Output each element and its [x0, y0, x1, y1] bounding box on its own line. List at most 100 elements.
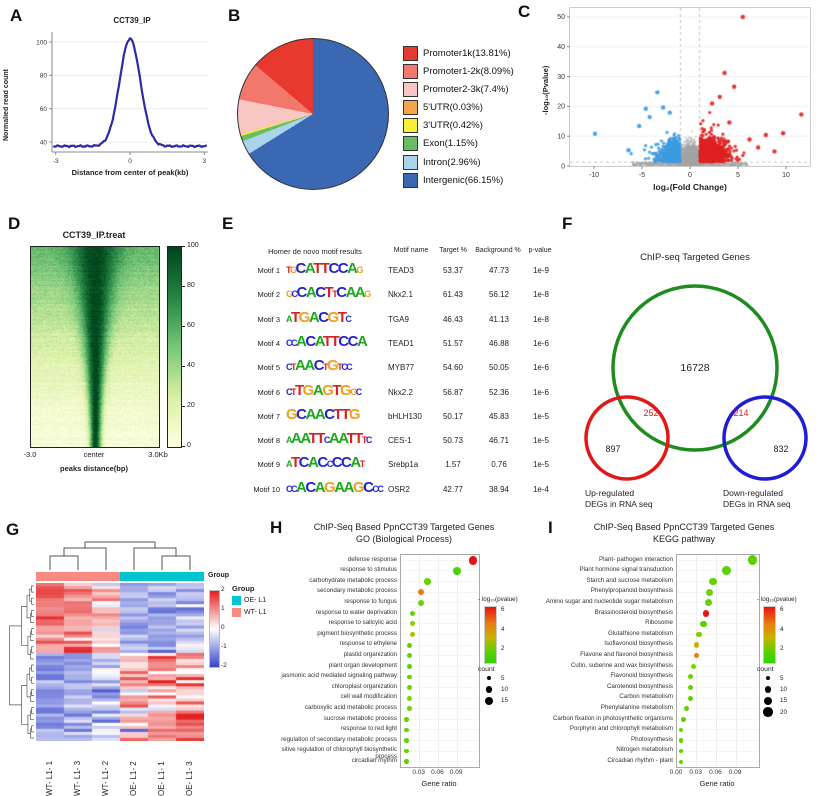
gridline-horizontal: [401, 740, 479, 741]
panel-d-x-tick: 3.0Kb: [148, 450, 168, 459]
motif-background-pct: 45.83: [488, 411, 510, 421]
dotplot-point: [404, 759, 409, 764]
motif-logo-letter: T: [337, 362, 343, 373]
motif-logo-letter: G: [324, 478, 336, 496]
panel-c-x-axis-label: log₂(Fold Change): [653, 182, 727, 192]
motif-name: MYB77: [388, 363, 415, 373]
down-regulated-circle: [722, 395, 808, 481]
motif-table-col-target: Target %: [439, 247, 467, 254]
dotplot-x-tick: 0.00: [669, 769, 683, 776]
count-legend-dot: [763, 707, 773, 718]
dotplot-category-label: chloroplast organization: [331, 682, 397, 690]
svg-text:80: 80: [40, 73, 48, 80]
motif-logo-letter: A: [286, 459, 293, 470]
dotplot-category-label: Plant hormone signal transduction: [579, 566, 673, 574]
motif-background-pct: 46.88: [488, 338, 510, 348]
motif-logo-letter: C: [326, 459, 334, 470]
svg-text:30: 30: [557, 74, 565, 81]
dotplot-point: [702, 610, 710, 617]
gridline-horizontal: [677, 644, 759, 646]
motif-logo-letter: A: [308, 454, 319, 472]
gridline-horizontal: [401, 718, 479, 720]
motif-logo: GCAACTTG: [286, 406, 392, 424]
panel-i-letter: I: [548, 518, 553, 537]
gridline-horizontal: [401, 623, 479, 625]
column-dendrogram: [49, 541, 191, 570]
motif-logo: ATCACCCCAT: [286, 454, 392, 472]
motif-table-row: Motif 2 GCCACTTCAAG Nkx2.1 61.43 56.12 1e-8: [230, 283, 560, 307]
pvalue-tick-label: 4: [501, 625, 505, 633]
colorbar-tick-mark: [181, 366, 185, 367]
motif-id: Motif 9: [257, 460, 280, 470]
read-density-line: [52, 37, 208, 149]
gridline-horizontal: [401, 687, 479, 688]
motif-logo-letter: A: [354, 284, 366, 302]
pie-legend-label: Exon(1.15%): [423, 138, 478, 150]
pie-legend-label: 3'UTR(0.42%): [423, 120, 483, 132]
colorbar-tick-label: 60: [187, 322, 195, 329]
motif-logo-letter: A: [300, 430, 310, 448]
dotplot-point: [687, 674, 693, 680]
panel-a-title: CCT39_IP: [113, 16, 151, 25]
group-annotation-segment: [36, 572, 64, 581]
motif-logo-letter: T: [333, 405, 343, 423]
panel-d-x-axis-label: peaks distance(bp): [60, 464, 128, 473]
svg-text:-5: -5: [639, 172, 645, 179]
motif-logo-letter: A: [314, 405, 326, 423]
gridline-horizontal: [677, 591, 759, 593]
pvalue-tick-label: 4: [780, 625, 784, 633]
group-legend-title: Group: [232, 584, 255, 593]
motif-id: Motif 7: [257, 411, 280, 421]
motif-id: Motif 8: [257, 436, 280, 446]
pie-legend-item: Exon(1.15%): [403, 136, 514, 152]
motif-name: Nkx2.1: [388, 290, 413, 300]
count-legend-dot: [765, 675, 771, 681]
motif-logo-letter: C: [291, 483, 298, 494]
dotplot-point: [409, 621, 415, 627]
motif-logo-letter: T: [291, 362, 297, 373]
pie-legend-swatch: [403, 136, 418, 152]
gridline-horizontal: [401, 612, 479, 614]
motif-pvalue: 1e-5: [532, 460, 549, 470]
group-annotation-segment: [120, 572, 148, 581]
dotplot-category-label: Brassinosteroid biosynthesis: [594, 608, 673, 616]
motif-pvalue: 1e-8: [532, 314, 549, 324]
motif-logo-letter: C: [331, 454, 343, 472]
colorbar-tick-label: 0: [187, 442, 191, 449]
motif-table-row: Motif 10 CCACAGAAGCCC OSR2 42.77 38.94 1e-4: [230, 478, 560, 502]
gridline-horizontal: [401, 634, 479, 635]
dotplot-category-label: response to salicylic acid: [328, 619, 397, 627]
pie-legend-label: Promoter2-3k(7.4%): [423, 84, 509, 96]
dotplot-category-label: Amino sugar and nucleotide sugar metabol…: [545, 597, 673, 605]
motif-logo-letter: G: [286, 405, 298, 423]
motif-background-pct: 50.05: [488, 363, 510, 373]
svg-text:10: 10: [557, 133, 565, 140]
dotplot-point: [678, 759, 683, 764]
panel-d-x-tick: center: [83, 450, 105, 459]
panel-e-letter: E: [222, 214, 234, 233]
motif-logo-letter: G: [327, 357, 339, 375]
motif-logo-letter: C: [338, 332, 349, 350]
dotplot-category-label: Cutin, suberine and wax biosynthesis: [570, 661, 673, 669]
motif-logo-letter: C: [324, 405, 335, 423]
motif-logo-letter: A: [314, 478, 326, 496]
gridline-horizontal: [677, 665, 759, 667]
pie-legend-item: Intergenic(66.15%): [403, 172, 514, 188]
svg-text:0: 0: [688, 172, 692, 179]
motif-target-pct: 46.43: [442, 314, 464, 324]
count-legend-label: 15: [780, 697, 788, 705]
motif-table-row: Motif 7 GCAACTTG bHLH130 50.17 45.83 1e-5: [230, 405, 560, 429]
motif-target-pct: 50.17: [442, 411, 464, 421]
motif-logo-letter: G: [356, 265, 363, 275]
dotplot-category-label: Flavonoid biosynthesis: [610, 672, 673, 680]
panel-d-x-tick: -3.0: [23, 450, 37, 459]
dotplot-category-label: secondary metabolic process: [316, 587, 397, 595]
motif-logo-letter: A: [308, 308, 320, 326]
dotplot-point: [709, 577, 717, 586]
motif-logo: CCACAGAAGCCC: [286, 479, 392, 497]
panel-i-subtitle: KEGG pathway: [652, 534, 716, 544]
motif-logo-letter: A: [328, 430, 340, 448]
pie-legend-label: Promoter1-2k(8.09%): [423, 66, 514, 78]
panel-d-letter: D: [8, 214, 21, 233]
